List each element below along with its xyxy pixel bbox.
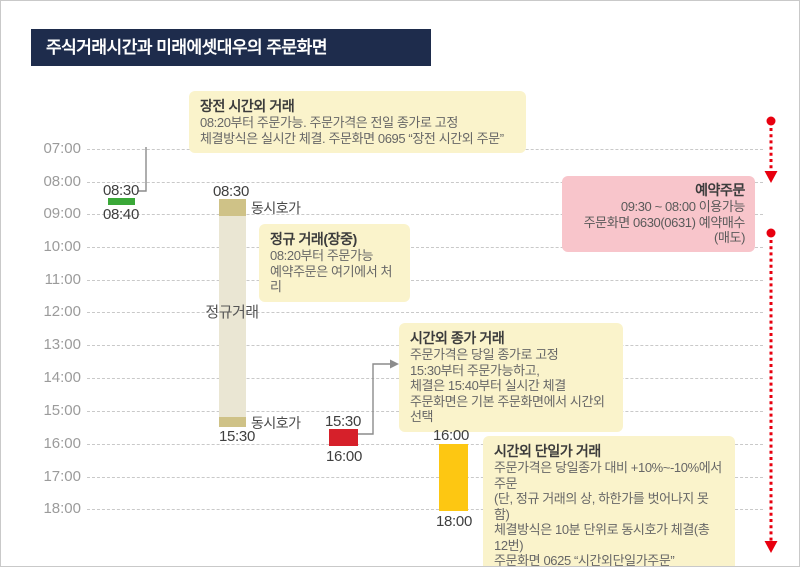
- note-line: 주문가격은 당일종가 대비 +10%~-10%에서 주문: [494, 460, 722, 491]
- regular-session-segment: [219, 216, 246, 417]
- axis-label-1000: 10:00: [43, 238, 81, 255]
- note-line: 09:30 ~ 08:00 이용가능: [620, 199, 746, 214]
- axis-label-1100: 11:00: [44, 271, 81, 288]
- note-title: 예약주문: [695, 182, 745, 198]
- note-after-hours-single-price-trade: 시간외 단일가 거래 주문가격은 당일종가 대비 +10%~-10%에서 주문 …: [483, 436, 735, 567]
- axis-label-1800: 18:00: [43, 500, 81, 517]
- note-reservation-order: 예약주문 09:30 ~ 08:00 이용가능 주문화면 0630(0631) …: [562, 176, 755, 252]
- after-close-bar-end-time: 16:00: [325, 448, 363, 465]
- note-title: 정규 거래(장중): [270, 231, 357, 247]
- regular-session-bar: [219, 199, 246, 427]
- note-line: 주문화면 0630(0631) 예약매수(매도): [583, 214, 746, 246]
- after-close-bar-start-time: 15:30: [324, 413, 362, 430]
- opening-auction-segment: [219, 199, 246, 216]
- note-line: 08:20부터 주문가능. 주문가격은 전일 종가로 고정: [200, 115, 458, 130]
- axis-label-1400: 14:00: [43, 369, 81, 386]
- gridline-1600: [87, 444, 763, 445]
- reservation-range-bottom-dot-icon: [766, 228, 776, 238]
- regular-bar-end-time: 15:30: [218, 428, 256, 445]
- connector-arrowhead-icon: [390, 359, 399, 369]
- regular-bar-start-time: 08:30: [212, 183, 250, 200]
- note-line: 주문가격은 당일 종가로 고정: [410, 347, 559, 362]
- note-line: 체결방식은 10분 단위로 동시호가 체결(총 12번): [494, 522, 710, 553]
- note-line: 예약주문은 여기에서 처리: [270, 263, 393, 295]
- axis-label-1700: 17:00: [43, 468, 81, 485]
- reservation-range-top-dot-icon: [766, 116, 776, 126]
- note-title: 장전 시간외 거래: [200, 98, 295, 114]
- gridline-1100: [87, 280, 763, 281]
- note-after-hours-close-trade: 시간외 종가 거래 주문가격은 당일 종가로 고정 15:30부터 주문가능하고…: [399, 323, 623, 432]
- gridline-1000: [87, 247, 763, 248]
- page-title: 주식거래시간과 미래에셋대우의 주문화면: [31, 29, 431, 66]
- note-line: 체결방식은 실시간 체결. 주문화면 0695 “장전 시간외 주문”: [200, 130, 504, 146]
- note-line: 주문화면 0625 “시간외단일가주문”: [494, 553, 675, 567]
- note-regular-trade: 정규 거래(장중) 08:20부터 주문가능 예약주문은 여기에서 처리: [259, 224, 410, 302]
- note-line: (단, 정규 거래의 상, 하한가를 벗어나지 못함): [494, 491, 709, 522]
- axis-label-1200: 12:00: [43, 303, 81, 320]
- axis-label-1600: 16:00: [43, 435, 81, 452]
- note-line: 15:30부터 주문가능하고,: [410, 362, 540, 378]
- closing-auction-label: 동시호가: [251, 415, 301, 431]
- axis-label-0900: 09:00: [43, 205, 81, 222]
- after-single-bar-start-time: 16:00: [432, 427, 470, 444]
- axis-label-1300: 13:00: [43, 336, 81, 353]
- regular-session-label: 정규거래: [205, 304, 259, 321]
- axis-label-0700: 07:00: [43, 140, 81, 157]
- axis-label-0800: 08:00: [43, 173, 81, 190]
- opening-auction-label: 동시호가: [251, 200, 301, 216]
- note-title: 시간외 종가 거래: [410, 330, 505, 346]
- note-line: 주문화면은 기본 주문화면에서 시간외 선택: [410, 393, 605, 425]
- reservation-range-top-arrowhead-icon: [764, 171, 778, 183]
- pre-market-bar-end-time: 08:40: [102, 206, 140, 223]
- gridline-0800: [87, 182, 763, 183]
- after-hours-close-trade-bar: [329, 429, 358, 446]
- pre-market-bar-start-time: 08:30: [102, 182, 140, 199]
- reservation-range-bottom-arrowhead-icon: [764, 541, 778, 553]
- gridline-1800: [87, 509, 763, 510]
- closing-auction-segment: [219, 417, 246, 427]
- after-single-bar-end-time: 18:00: [435, 513, 473, 530]
- gridline-1700: [87, 477, 763, 478]
- gridline-0900: [87, 214, 763, 215]
- note-title: 시간외 단일가 거래: [494, 443, 601, 459]
- gridline-1200: [87, 312, 763, 313]
- note-pre-market-trade: 장전 시간외 거래 08:20부터 주문가능. 주문가격은 전일 종가로 고정 …: [189, 91, 526, 153]
- axis-label-1500: 15:00: [43, 402, 81, 419]
- note-line: 체결은 15:40부터 실시간 체결: [410, 378, 566, 393]
- note-line: 08:20부터 주문가능: [270, 248, 374, 263]
- after-hours-single-price-bar: [439, 444, 468, 511]
- pre-market-close-trade-bar: [108, 198, 135, 205]
